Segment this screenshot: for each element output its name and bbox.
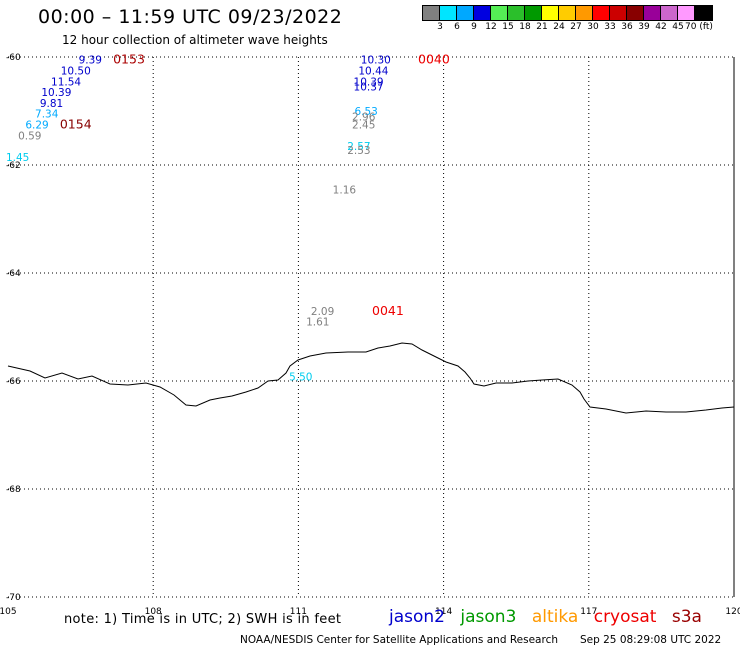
color-scale-label: 6 <box>454 22 460 32</box>
color-scale-label: 30 <box>587 22 599 32</box>
lon-tick-label: 120 <box>725 607 740 617</box>
swh-value-label: 1.61 <box>306 317 329 329</box>
satellite-jason3: jason3 <box>460 607 517 627</box>
lat-tick-label: -60 <box>6 53 21 63</box>
swh-value-label: 1.16 <box>333 184 357 196</box>
color-swatch <box>610 6 627 20</box>
lon-tick-label: 108 <box>145 607 162 617</box>
lon-tick-label: 117 <box>580 607 597 617</box>
swh-value-label: 5.50 <box>289 372 312 384</box>
color-swatch <box>508 6 525 20</box>
swh-value-label: 2.96 <box>352 111 376 123</box>
swh-value-label: 10.30 <box>361 55 391 67</box>
satellite-altika: altika <box>531 607 579 627</box>
color-swatch <box>440 6 457 20</box>
generated-timestamp: Sep 25 08:29:08 UTC 2022 <box>580 634 722 646</box>
color-swatch <box>593 6 610 20</box>
color-swatch <box>423 6 440 20</box>
color-scale-label: 21 <box>536 22 548 32</box>
pass-time-label: 0041 <box>372 303 404 318</box>
swh-value-label: 2.53 <box>347 145 370 157</box>
color-swatch <box>644 6 661 20</box>
color-scale-label: 39 <box>638 22 650 32</box>
color-scale-label: 24 <box>553 22 565 32</box>
pass-time-label: 0040 <box>418 52 450 67</box>
swh-value-label: 9.81 <box>40 98 63 110</box>
swh-value-label: 2.45 <box>352 120 375 132</box>
page-subtitle: 12 hour collection of altimeter wave hei… <box>62 33 328 47</box>
color-scale-label: 45 <box>672 22 684 32</box>
color-swatch <box>491 6 508 20</box>
lat-tick-label: -68 <box>6 485 21 495</box>
satellite-jason2: jason2 <box>389 607 445 627</box>
lon-tick-label: 111 <box>290 607 307 617</box>
satellite-legend: jason2 jason3 altika cryosat s3a <box>389 607 712 627</box>
color-scale-label: 12 <box>485 22 497 32</box>
color-swatch <box>474 6 491 20</box>
swh-value-label: 2.09 <box>311 306 334 318</box>
lon-tick-label: 114 <box>435 607 452 617</box>
color-scale-label: 36 <box>621 22 633 32</box>
satellite-cryosat: cryosat <box>593 607 657 627</box>
credit-line: NOAA/NESDIS Center for Satellite Applica… <box>240 634 558 646</box>
pass-time-label: 0154 <box>60 117 92 132</box>
swh-value-label: 2.57 <box>347 141 370 153</box>
swh-value-label: 6.29 <box>25 120 48 132</box>
swh-value-label: 1.45 <box>6 152 29 164</box>
color-swatch <box>661 6 678 20</box>
satellite-s3a: s3a <box>671 607 702 627</box>
color-scale-label: 15 <box>502 22 514 32</box>
pass-time-labels: 0153 0154 0040 0041 <box>60 52 450 318</box>
swh-value-label: 7.34 <box>35 109 59 121</box>
color-scale-label: 70 (ft) <box>685 22 713 32</box>
wave-height-color-scale <box>422 5 713 21</box>
swh-value-label: 0.59 <box>18 130 41 142</box>
swh-value-label: 10.39 <box>354 76 384 88</box>
swh-value-label: 6.53 <box>354 106 377 118</box>
swh-value-label: 10.37 <box>354 82 384 94</box>
swh-value-label: 10.50 <box>61 66 91 78</box>
color-scale-label: 33 <box>604 22 616 32</box>
color-swatch <box>559 6 576 20</box>
map-grid <box>8 56 735 598</box>
antarctic-coastline <box>7 342 735 414</box>
swh-value-label: 10.44 <box>358 66 388 78</box>
color-scale-label: 42 <box>655 22 667 32</box>
lat-tick-label: -62 <box>6 161 21 171</box>
color-scale-label: 27 <box>570 22 582 32</box>
color-scale-label: 9 <box>471 22 477 32</box>
color-swatch <box>627 6 644 20</box>
footer-note: note: 1) Time is in UTC; 2) SWH is in fe… <box>64 612 342 627</box>
color-swatch <box>542 6 559 20</box>
color-swatch <box>457 6 474 20</box>
lat-tick-label: -66 <box>6 377 21 387</box>
swh-value-label: 11.54 <box>51 76 81 88</box>
lat-tick-label: -70 <box>6 593 21 603</box>
swh-value-label: 10.39 <box>41 87 71 99</box>
wave-height-observations: 9.3910.5011.5410.399.817.346.290.591.451… <box>6 55 391 384</box>
lat-tick-label: -64 <box>6 269 21 279</box>
color-scale-label: 3 <box>437 22 443 32</box>
lon-tick-label: 105 <box>0 607 17 617</box>
page-title: 00:00 – 11:59 UTC 09/23/2022 <box>38 6 343 28</box>
color-scale-label: 18 <box>519 22 531 32</box>
color-swatch <box>576 6 593 20</box>
pass-time-label: 0153 <box>113 52 145 67</box>
color-swatch <box>678 6 695 20</box>
axis-tick-labels: 105 108 111 114 117 120 -60 -62 -64 -66 -68 -70 <box>0 53 740 617</box>
color-swatch <box>695 6 712 20</box>
swh-value-label: 9.39 <box>79 55 102 67</box>
color-swatch <box>525 6 542 20</box>
